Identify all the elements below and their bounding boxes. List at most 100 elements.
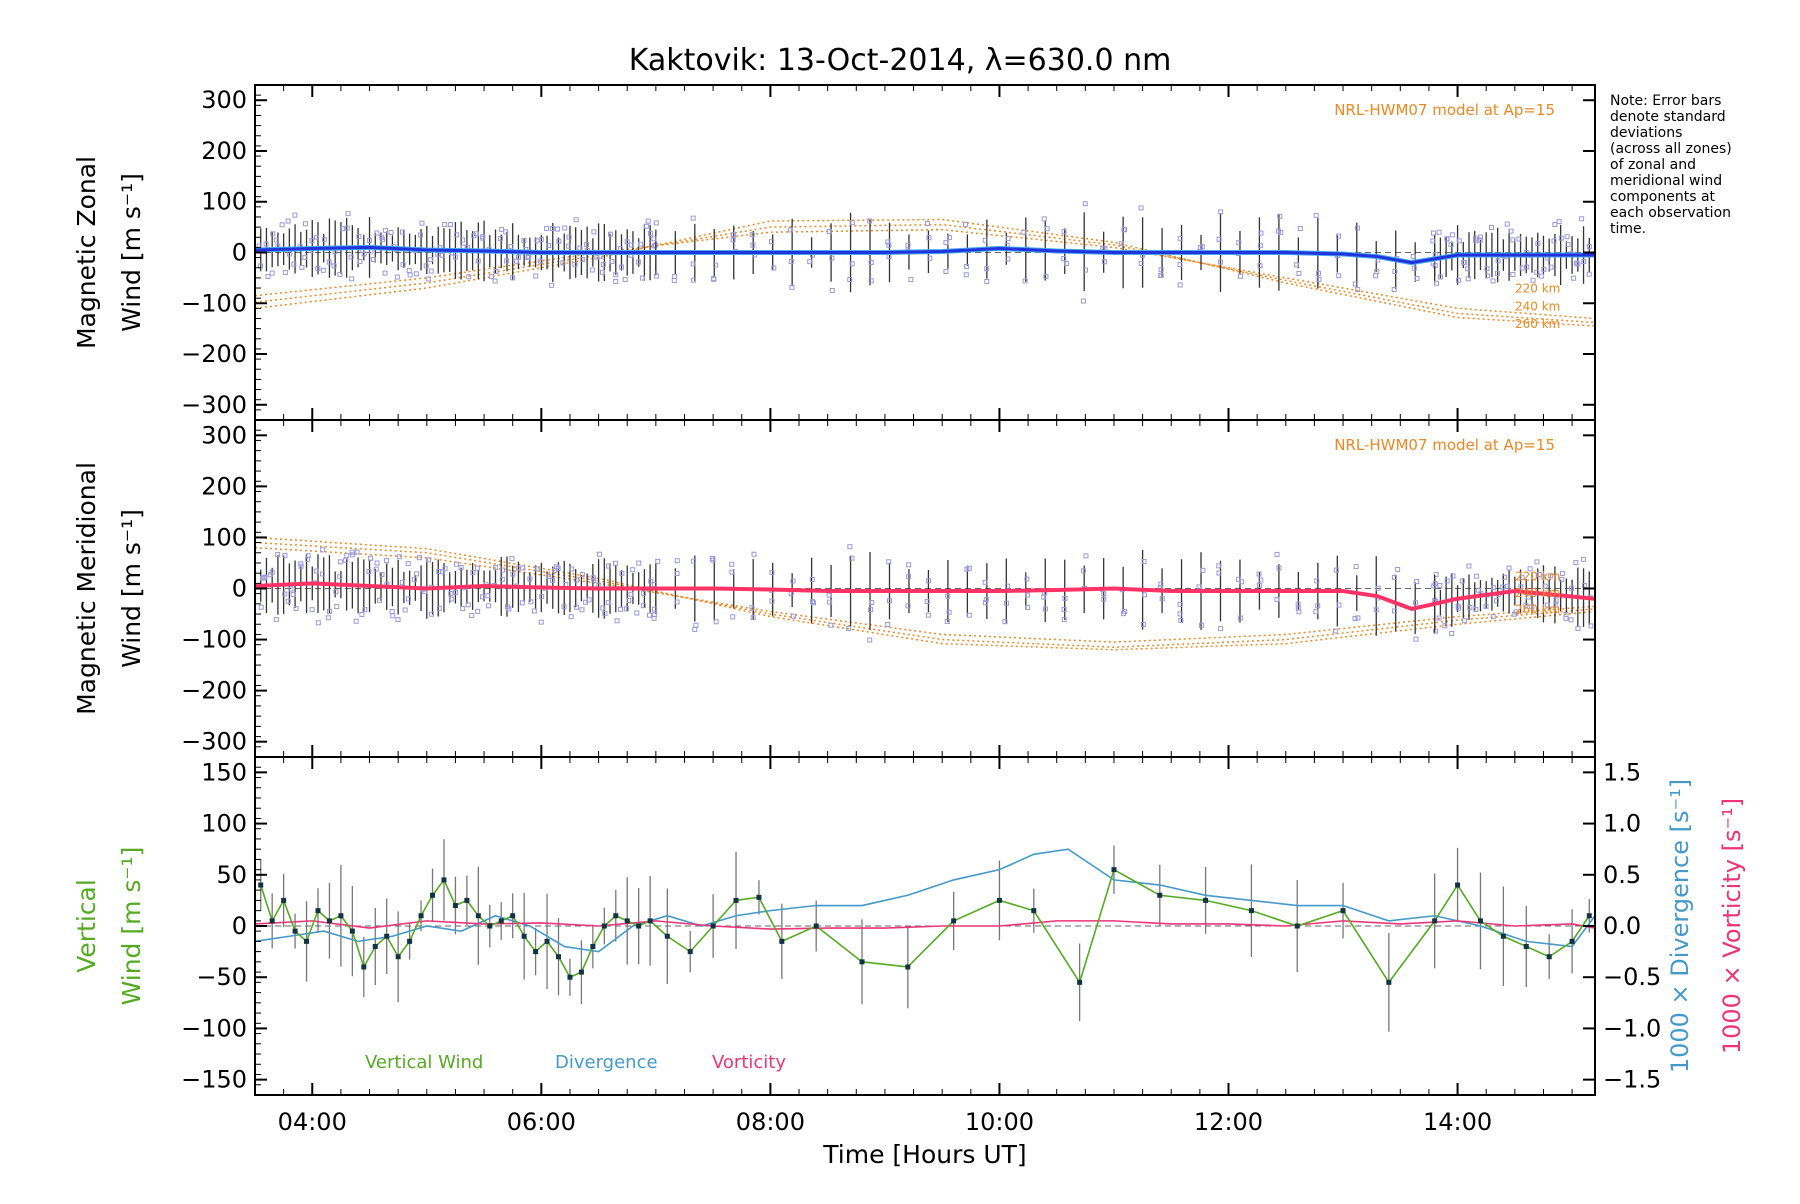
y-tick-label: −200 xyxy=(181,340,247,368)
x-tick-label: 08:00 xyxy=(736,1108,805,1136)
scatter-point xyxy=(274,237,280,243)
vertical-wind-point xyxy=(1077,979,1083,985)
scatter-point xyxy=(983,597,989,603)
scatter-point xyxy=(849,220,855,226)
scatter-point xyxy=(1581,259,1587,265)
scatter-point xyxy=(1523,602,1529,608)
model-label: NRL-HWM07 model at Ap=15 xyxy=(1334,101,1555,119)
y2-tick-label: −1.0 xyxy=(1603,1014,1661,1042)
scatter-point xyxy=(1437,274,1443,280)
scatter-point xyxy=(389,608,395,614)
vertical-wind-point xyxy=(951,918,957,924)
scatter-point xyxy=(405,596,411,602)
scatter-point xyxy=(305,556,311,562)
scatter-point xyxy=(1548,264,1554,270)
scatter-point xyxy=(943,269,949,275)
scatter-point xyxy=(729,569,735,575)
vertical-wind-point xyxy=(384,933,390,939)
scatter-point xyxy=(690,215,696,221)
y2-tick-label: −0.5 xyxy=(1603,963,1661,991)
vertical-wind-point xyxy=(372,943,378,949)
scatter-point xyxy=(1500,584,1506,590)
scatter-point xyxy=(1586,244,1592,250)
scatter-point xyxy=(1536,571,1542,577)
scatter-point xyxy=(692,626,698,632)
scatter-point xyxy=(315,620,321,626)
scatter-point xyxy=(1141,559,1147,565)
scatter-point xyxy=(374,230,380,236)
scatter-point xyxy=(652,606,658,612)
y-axis-label: Magnetic Zonal xyxy=(72,156,101,349)
scatter-point xyxy=(655,558,661,564)
scatter-point xyxy=(572,261,578,267)
scatter-point xyxy=(1352,616,1358,622)
chart-title: Kaktovik: 13-Oct-2014, λ=630.0 nm xyxy=(629,43,1172,78)
scatter-point xyxy=(905,603,911,609)
scatter-point xyxy=(497,235,503,241)
scatter-point xyxy=(690,261,696,267)
scatter-point xyxy=(674,599,680,605)
scatter-point xyxy=(573,217,579,223)
scatter-point xyxy=(1158,267,1164,273)
scatter-point xyxy=(315,265,321,271)
scatter-point xyxy=(1395,566,1401,572)
scatter-point xyxy=(1005,256,1011,262)
scatter-point xyxy=(652,612,658,618)
scatter-point xyxy=(447,222,453,228)
scatter-point xyxy=(527,576,533,582)
vertical-wind-point xyxy=(464,897,470,903)
scatter-point xyxy=(605,563,611,569)
vertical-wind-point xyxy=(452,903,458,909)
scatter-point xyxy=(399,579,405,585)
y2-tick-label: 1.5 xyxy=(1603,758,1641,786)
scatter-point xyxy=(1336,233,1342,239)
scatter-point xyxy=(614,618,620,624)
scatter-point xyxy=(562,225,568,231)
scatter-point xyxy=(1534,559,1540,565)
scatter-point xyxy=(1332,628,1338,634)
scatter-point xyxy=(1021,229,1027,235)
vertical-wind-point xyxy=(395,954,401,960)
scatter-point xyxy=(1413,600,1419,606)
scatter-point xyxy=(531,608,537,614)
scatter-point xyxy=(359,612,365,618)
scatter-point xyxy=(1238,273,1244,279)
note-line: each observation xyxy=(1610,205,1731,221)
y-tick-label: 200 xyxy=(201,137,247,165)
scatter-point xyxy=(1005,583,1011,589)
scatter-point xyxy=(1579,216,1585,222)
scatter-point xyxy=(460,606,466,612)
scatter-point xyxy=(320,547,326,553)
scatter-point xyxy=(293,606,299,612)
scatter-point xyxy=(1551,238,1557,244)
scatter-point xyxy=(690,277,696,283)
scatter-point xyxy=(1437,583,1443,589)
model-alt-label: 240 km xyxy=(1515,586,1560,600)
y-tick-label: −100 xyxy=(181,289,247,317)
scatter-point xyxy=(750,242,756,248)
scatter-point xyxy=(648,578,654,584)
vertical-wind-point xyxy=(756,894,762,900)
scatter-point xyxy=(1506,565,1512,571)
scatter-point xyxy=(302,254,308,260)
scatter-point xyxy=(1504,221,1510,227)
scatter-point xyxy=(619,264,625,270)
scatter-point xyxy=(1140,621,1146,627)
scatter-point xyxy=(788,258,794,264)
vertical-wind-point xyxy=(624,918,630,924)
scatter-point xyxy=(493,565,499,571)
scatter-point xyxy=(868,607,874,613)
scatter-point xyxy=(1516,236,1522,242)
y-tick-label: −300 xyxy=(181,391,247,419)
scatter-point xyxy=(887,598,893,604)
scatter-point xyxy=(555,565,561,571)
scatter-point xyxy=(600,262,606,268)
scatter-point xyxy=(1563,611,1569,617)
scatter-point xyxy=(1571,275,1577,281)
vertical-wind-point xyxy=(258,882,264,888)
vertical-wind-point xyxy=(1500,933,1506,939)
y-tick-label: −100 xyxy=(181,626,247,654)
scatter-point xyxy=(373,566,379,572)
scatter-point xyxy=(634,610,640,616)
scatter-point xyxy=(867,218,873,224)
